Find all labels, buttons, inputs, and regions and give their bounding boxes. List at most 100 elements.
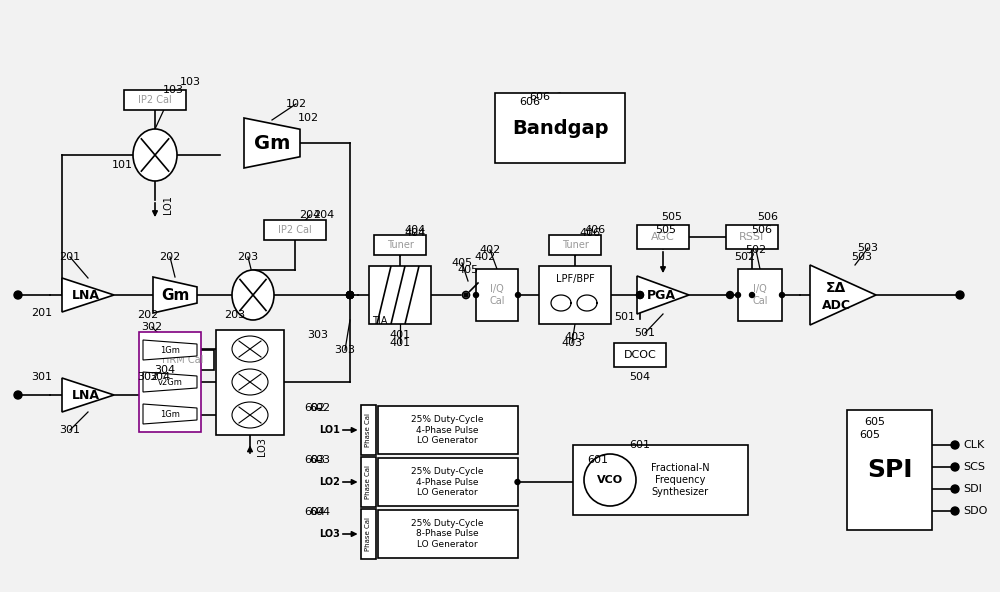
Bar xyxy=(726,225,778,249)
Circle shape xyxy=(464,291,472,299)
Bar xyxy=(539,266,611,324)
Text: Fractional-N
Frequency
Synthesizer: Fractional-N Frequency Synthesizer xyxy=(651,464,709,497)
Text: 501: 501 xyxy=(635,328,656,338)
Text: SCS: SCS xyxy=(963,462,985,472)
Bar xyxy=(378,406,518,454)
Text: 603: 603 xyxy=(310,455,331,465)
Circle shape xyxy=(584,454,636,506)
Text: 404: 404 xyxy=(404,225,426,235)
Text: 406: 406 xyxy=(584,225,606,235)
Bar xyxy=(216,330,284,435)
Text: 301: 301 xyxy=(32,372,53,382)
Text: 505: 505 xyxy=(656,225,676,235)
Text: PGA: PGA xyxy=(646,288,676,301)
Polygon shape xyxy=(143,404,197,424)
Text: 303: 303 xyxy=(335,345,356,355)
Circle shape xyxy=(515,480,520,484)
Text: RSSI: RSSI xyxy=(739,232,765,242)
Bar xyxy=(476,269,518,321)
Text: 101: 101 xyxy=(112,160,133,170)
Text: LO3: LO3 xyxy=(319,529,340,539)
Bar xyxy=(361,405,376,455)
Text: 405: 405 xyxy=(451,258,473,268)
Bar xyxy=(614,343,666,367)
Text: 203: 203 xyxy=(237,252,259,262)
Text: 604: 604 xyxy=(304,507,326,517)
Text: 302: 302 xyxy=(137,372,159,382)
Bar xyxy=(361,509,376,559)
Circle shape xyxy=(951,463,959,471)
Text: 25% Duty-Cycle
4-Phase Pulse
LO Generator: 25% Duty-Cycle 4-Phase Pulse LO Generato… xyxy=(411,415,484,445)
Text: 103: 103 xyxy=(180,77,201,87)
Text: 503: 503 xyxy=(851,252,872,262)
Text: 506: 506 xyxy=(758,212,778,222)
Circle shape xyxy=(516,292,520,298)
Bar xyxy=(495,93,625,163)
Bar xyxy=(572,445,748,515)
Text: VCO: VCO xyxy=(597,475,623,485)
Text: 301: 301 xyxy=(60,425,81,435)
Text: 502: 502 xyxy=(734,252,756,262)
Bar xyxy=(378,458,518,506)
Bar xyxy=(378,510,518,558)
Circle shape xyxy=(951,485,959,493)
Text: 503: 503 xyxy=(857,243,878,253)
Text: 401: 401 xyxy=(389,338,411,348)
Text: 304: 304 xyxy=(154,365,176,375)
Text: Gm: Gm xyxy=(161,288,189,303)
Text: 501: 501 xyxy=(614,312,636,322)
Circle shape xyxy=(726,291,734,298)
Text: 202: 202 xyxy=(137,310,159,320)
Text: 605: 605 xyxy=(859,430,880,440)
Circle shape xyxy=(637,291,644,298)
Text: Tuner: Tuner xyxy=(562,240,588,250)
Text: CLK: CLK xyxy=(963,440,984,450)
Text: 601: 601 xyxy=(588,455,608,465)
Text: LO1: LO1 xyxy=(163,195,173,214)
Text: SDI: SDI xyxy=(963,484,982,494)
Text: 502: 502 xyxy=(745,245,767,255)
Text: LPF/BPF: LPF/BPF xyxy=(556,274,594,284)
Text: 203: 203 xyxy=(224,310,246,320)
Text: 404: 404 xyxy=(404,228,426,238)
Bar xyxy=(264,220,326,240)
Text: Phase Cal: Phase Cal xyxy=(365,465,371,499)
Ellipse shape xyxy=(232,270,274,320)
Text: 201: 201 xyxy=(31,308,53,318)
Text: 601: 601 xyxy=(630,440,650,450)
Ellipse shape xyxy=(232,336,268,362)
Text: 402: 402 xyxy=(479,245,501,255)
Text: 204: 204 xyxy=(313,210,335,220)
Text: 602: 602 xyxy=(309,403,331,413)
Text: DCOC: DCOC xyxy=(624,350,656,360)
Text: 204: 204 xyxy=(299,210,321,220)
Polygon shape xyxy=(62,378,114,412)
Circle shape xyxy=(956,291,964,299)
Text: I/Q
Cal: I/Q Cal xyxy=(752,284,768,306)
Text: 401: 401 xyxy=(389,330,411,340)
Polygon shape xyxy=(62,278,114,312)
Bar xyxy=(124,90,186,110)
Text: 303: 303 xyxy=(308,330,329,340)
Text: Gm: Gm xyxy=(254,134,290,153)
Bar xyxy=(374,235,426,255)
Bar xyxy=(738,269,782,321)
Circle shape xyxy=(14,391,22,399)
Text: 406: 406 xyxy=(579,228,601,238)
Text: LO1: LO1 xyxy=(319,425,340,435)
Text: 602: 602 xyxy=(304,403,326,413)
Text: 102: 102 xyxy=(297,113,319,123)
Bar xyxy=(139,332,201,432)
Text: 402: 402 xyxy=(474,252,496,262)
Text: 202: 202 xyxy=(159,252,181,262)
Circle shape xyxy=(736,292,740,298)
Text: 103: 103 xyxy=(163,85,184,95)
Text: 506: 506 xyxy=(752,225,772,235)
Text: 606: 606 xyxy=(530,92,550,102)
Polygon shape xyxy=(143,372,197,392)
Polygon shape xyxy=(810,265,876,325)
Bar xyxy=(549,235,601,255)
Circle shape xyxy=(474,292,479,298)
Text: LO3: LO3 xyxy=(257,437,267,456)
Text: HRM Cal: HRM Cal xyxy=(162,355,204,365)
